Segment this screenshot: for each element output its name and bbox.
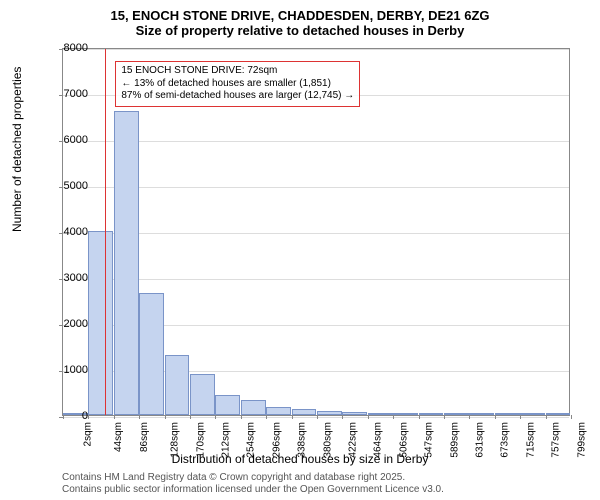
- xtick-mark: [114, 415, 115, 419]
- histogram-bar: [368, 413, 393, 415]
- histogram-bar: [419, 413, 444, 415]
- xtick-label: 422sqm: [348, 422, 359, 458]
- footer-line1: Contains HM Land Registry data © Crown c…: [62, 472, 444, 484]
- annotation-line1: 15 ENOCH STONE DRIVE: 72sqm: [121, 65, 354, 78]
- histogram-bar: [469, 413, 494, 415]
- xtick-mark: [165, 415, 166, 419]
- xtick-label: 128sqm: [170, 422, 181, 458]
- ytick-label: 8000: [48, 42, 88, 54]
- chart-title-line2: Size of property relative to detached ho…: [0, 23, 600, 38]
- xtick-label: 631sqm: [475, 422, 486, 458]
- xtick-label: 338sqm: [297, 422, 308, 458]
- xtick-mark: [266, 415, 267, 419]
- xtick-mark: [317, 415, 318, 419]
- xtick-label: 296sqm: [271, 422, 282, 458]
- histogram-bar: [546, 413, 571, 415]
- xtick-label: 715sqm: [525, 422, 536, 458]
- xtick-mark: [393, 415, 394, 419]
- xtick-mark: [292, 415, 293, 419]
- plot-area: 15 ENOCH STONE DRIVE: 72sqm← 13% of deta…: [62, 48, 570, 416]
- xtick-label: 254sqm: [246, 422, 257, 458]
- ytick-label: 6000: [48, 134, 88, 146]
- chart-container: 15, ENOCH STONE DRIVE, CHADDESDEN, DERBY…: [0, 0, 600, 500]
- xtick-label: 212sqm: [221, 422, 232, 458]
- xtick-label: 2sqm: [82, 422, 93, 446]
- xtick-label: 589sqm: [449, 422, 460, 458]
- xtick-label: 380sqm: [322, 422, 333, 458]
- xtick-mark: [215, 415, 216, 419]
- histogram-bar: [215, 395, 240, 415]
- xtick-mark: [342, 415, 343, 419]
- xtick-mark: [419, 415, 420, 419]
- xtick-label: 547sqm: [424, 422, 435, 458]
- ytick-label: 7000: [48, 88, 88, 100]
- xtick-mark: [88, 415, 89, 419]
- histogram-bar: [292, 409, 317, 415]
- histogram-bar: [317, 411, 342, 415]
- annotation-line3: 87% of semi-detached houses are larger (…: [121, 90, 354, 103]
- histogram-bar: [520, 413, 545, 415]
- xtick-label: 673sqm: [500, 422, 511, 458]
- gridline: [63, 233, 569, 234]
- xtick-label: 799sqm: [576, 422, 587, 458]
- histogram-bar: [241, 400, 266, 415]
- xtick-label: 44sqm: [113, 422, 124, 452]
- histogram-bar: [88, 231, 113, 415]
- gridline: [63, 141, 569, 142]
- y-axis-label: Number of detached properties: [10, 67, 24, 232]
- xtick-label: 464sqm: [373, 422, 384, 458]
- annotation-box: 15 ENOCH STONE DRIVE: 72sqm← 13% of deta…: [115, 61, 360, 107]
- xtick-label: 86sqm: [139, 422, 150, 452]
- histogram-bar: [342, 412, 367, 415]
- xtick-label: 506sqm: [398, 422, 409, 458]
- chart-title-line1: 15, ENOCH STONE DRIVE, CHADDESDEN, DERBY…: [0, 0, 600, 23]
- xtick-mark: [546, 415, 547, 419]
- gridline: [63, 49, 569, 50]
- annotation-line2: ← 13% of detached houses are smaller (1,…: [121, 78, 354, 91]
- xtick-label: 757sqm: [551, 422, 562, 458]
- xtick-mark: [495, 415, 496, 419]
- xtick-mark: [469, 415, 470, 419]
- footer-text: Contains HM Land Registry data © Crown c…: [62, 472, 444, 496]
- chart-area: 15 ENOCH STONE DRIVE: 72sqm← 13% of deta…: [62, 48, 570, 416]
- xtick-mark: [190, 415, 191, 419]
- ytick-label: 0: [48, 410, 88, 422]
- xtick-mark: [368, 415, 369, 419]
- xtick-mark: [241, 415, 242, 419]
- ytick-label: 2000: [48, 318, 88, 330]
- ytick-label: 1000: [48, 364, 88, 376]
- xtick-mark: [520, 415, 521, 419]
- footer-line2: Contains public sector information licen…: [62, 484, 444, 496]
- reference-line: [105, 49, 106, 415]
- gridline: [63, 279, 569, 280]
- histogram-bar: [114, 111, 139, 415]
- ytick-label: 5000: [48, 180, 88, 192]
- histogram-bar: [444, 413, 469, 415]
- gridline: [63, 187, 569, 188]
- histogram-bar: [495, 413, 520, 415]
- histogram-bar: [266, 407, 291, 415]
- xtick-mark: [444, 415, 445, 419]
- xtick-label: 170sqm: [195, 422, 206, 458]
- xtick-mark: [139, 415, 140, 419]
- histogram-bar: [393, 413, 418, 415]
- histogram-bar: [190, 374, 215, 415]
- xtick-mark: [571, 415, 572, 419]
- ytick-label: 3000: [48, 272, 88, 284]
- histogram-bar: [165, 355, 190, 415]
- ytick-label: 4000: [48, 226, 88, 238]
- histogram-bar: [139, 293, 164, 415]
